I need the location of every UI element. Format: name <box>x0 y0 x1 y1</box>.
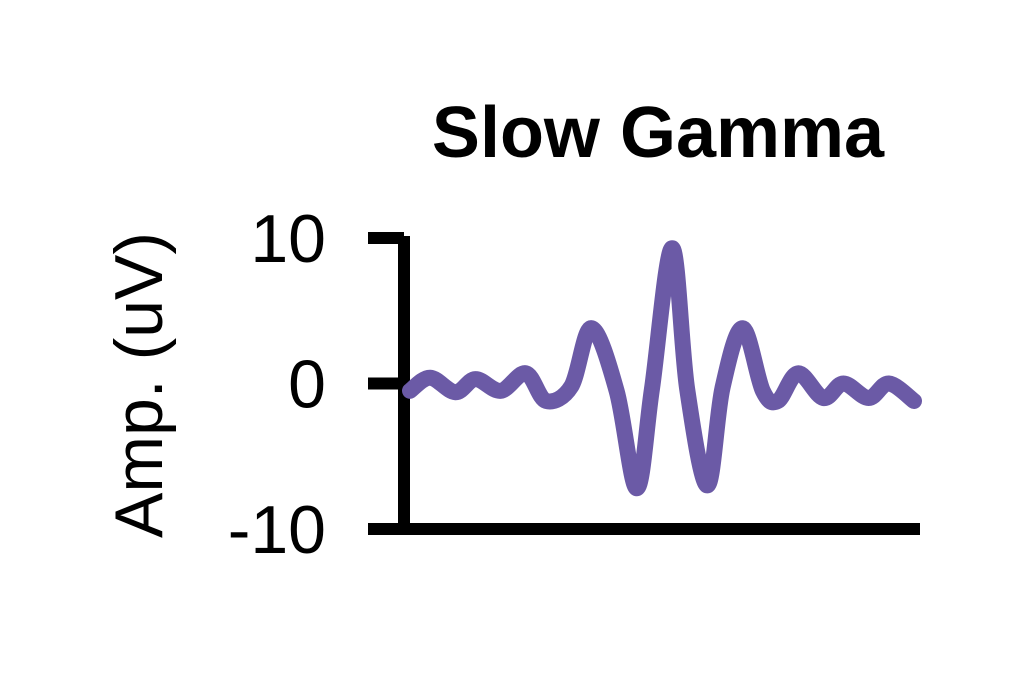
y-ticks: 10 0 -10 <box>228 201 404 568</box>
y-tick-label: -10 <box>228 492 326 568</box>
series-group <box>402 240 922 497</box>
y-axis-label: Amp. (uV) <box>101 232 177 538</box>
y-tick-label: 0 <box>288 347 326 423</box>
y-tick-label: 10 <box>250 201 326 277</box>
chart-title: Slow Gamma <box>432 93 885 173</box>
series-line <box>402 240 922 497</box>
